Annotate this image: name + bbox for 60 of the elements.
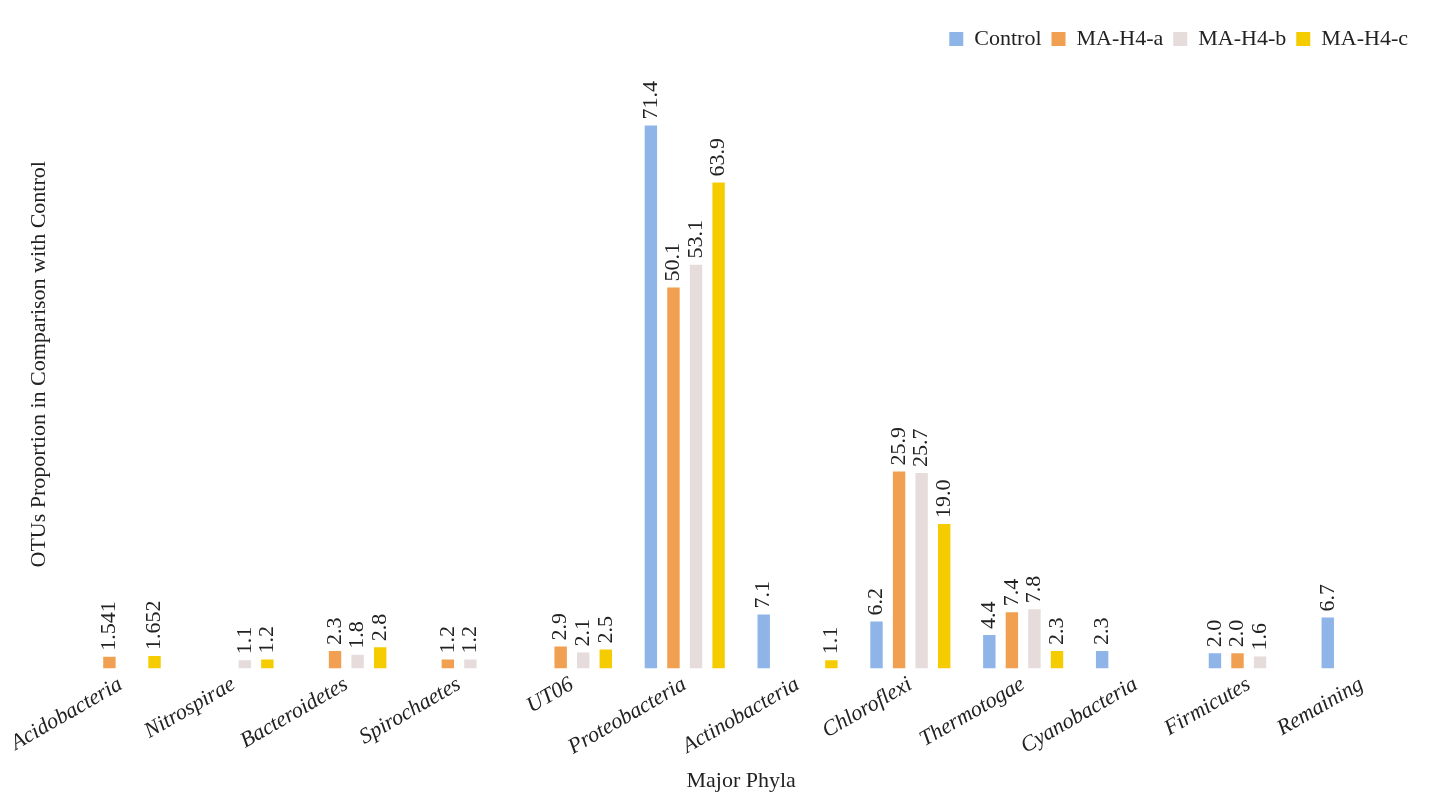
bar <box>983 635 996 669</box>
data-label: 2.3 <box>320 617 346 646</box>
y-axis-title: OTUs Proportion in Comparison with Control <box>24 161 50 568</box>
data-label: 19.0 <box>929 479 955 519</box>
bar <box>892 471 906 669</box>
data-label: 6.2 <box>862 587 888 616</box>
bar <box>1321 617 1334 669</box>
bar <box>103 656 116 669</box>
bar <box>1095 651 1109 669</box>
bar <box>712 182 725 669</box>
bar <box>441 659 455 669</box>
legend-label: MA-H4-b <box>1198 24 1287 50</box>
bar <box>148 655 161 669</box>
data-label: 1.1 <box>817 626 843 655</box>
x-axis-title: Major Phyla <box>686 766 797 792</box>
data-label: 2.3 <box>1087 617 1113 646</box>
data-label: 1.2 <box>456 625 482 654</box>
bar <box>689 264 703 669</box>
bar <box>1231 653 1244 669</box>
bar <box>938 524 951 669</box>
bar <box>351 654 364 669</box>
bar <box>238 660 251 669</box>
data-label: 1.2 <box>253 625 279 654</box>
bar <box>1028 609 1041 669</box>
data-label: 7.1 <box>749 581 775 609</box>
bar <box>373 647 387 669</box>
bar <box>1208 653 1222 669</box>
bar <box>554 646 567 669</box>
bar <box>1050 651 1064 669</box>
bar <box>599 649 612 669</box>
data-label: 2.3 <box>1042 617 1068 646</box>
data-label: 2.1 <box>569 619 594 647</box>
data-label: 7.8 <box>1020 575 1046 604</box>
bar <box>644 125 658 669</box>
data-label: 1.2 <box>433 625 459 654</box>
bar <box>328 651 342 669</box>
data-label: 71.4 <box>636 80 662 120</box>
legend-label: MA-H4-a <box>1076 24 1164 50</box>
data-label: 1.652 <box>140 600 166 650</box>
data-label: 6.7 <box>1313 584 1339 612</box>
data-label: 25.7 <box>907 428 933 468</box>
bar <box>757 614 770 669</box>
bar <box>577 652 590 669</box>
bar <box>870 621 883 669</box>
data-label: 2.9 <box>546 612 572 641</box>
bar <box>261 659 274 669</box>
bar <box>1253 656 1267 669</box>
legend-label: MA-H4-c <box>1321 24 1409 50</box>
data-label: 25.9 <box>884 427 910 466</box>
data-label: 63.9 <box>704 137 730 177</box>
legend-label: Control <box>974 24 1042 50</box>
bar <box>915 473 928 669</box>
bar <box>464 659 477 669</box>
data-label: 1.1 <box>230 626 256 655</box>
data-label: 2.0 <box>1200 619 1226 648</box>
bar <box>825 660 838 669</box>
bar <box>1005 612 1019 669</box>
data-label: 2.5 <box>591 616 617 644</box>
data-label: 1.541 <box>95 601 121 651</box>
bar <box>667 287 680 669</box>
